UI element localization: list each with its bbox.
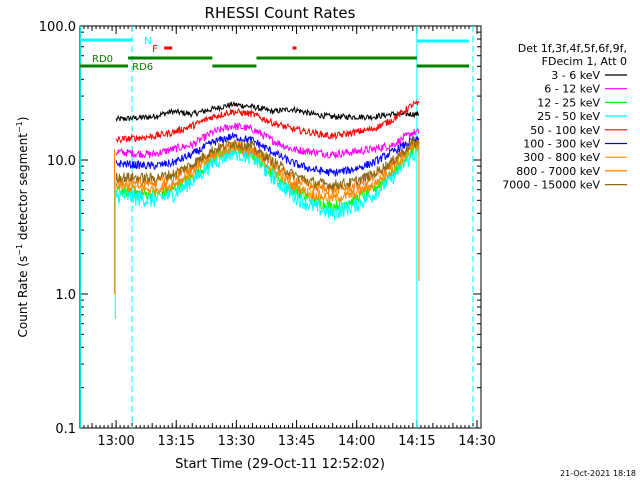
legend-label: 7000 - 15000 keV	[502, 179, 600, 192]
x-tick-label: 13:15	[158, 434, 195, 449]
flag-label-rd6: RD6	[132, 62, 153, 73]
x-tick-label: 13:30	[218, 434, 255, 449]
y-tick-label: 1.0	[55, 288, 76, 303]
legend-label: 6 - 12 keV	[544, 83, 600, 96]
x-axis-label: Start Time (29-Oct-11 12:52:02)	[175, 457, 385, 472]
series-line	[115, 99, 420, 144]
footer-timestamp: 21-Oct-2021 18:18	[560, 469, 636, 478]
legend-label: 800 - 7000 keV	[516, 165, 600, 178]
series-line	[115, 101, 420, 123]
legend-label: 300 - 800 keV	[523, 151, 600, 164]
y-axis-label-sup1: −1	[15, 244, 24, 256]
chart-title: RHESSI Count Rates	[205, 4, 356, 22]
legend-label: 100 - 300 keV	[523, 138, 600, 151]
x-tick-label: 14:30	[458, 434, 495, 449]
series-line	[115, 144, 420, 221]
x-tick-label: 14:00	[338, 434, 375, 449]
x-tick-label: 13:45	[278, 434, 315, 449]
legend-label: 25 - 50 keV	[537, 110, 600, 123]
axis-ticks: 13:00 13:15 13:30 13:45 14:00 14:15 14:30 100.0…	[39, 20, 496, 449]
series-line	[115, 132, 420, 177]
legend-title-1: Det 1f,3f,4f,5f,6f,9f,	[518, 42, 627, 55]
y-axis-label-end: )	[16, 117, 30, 122]
y-axis-label-mid: detector segment	[16, 133, 30, 244]
legend-label: 3 - 6 keV	[551, 69, 600, 82]
x-tick-label: 14:15	[398, 434, 435, 449]
flag-label-f: F	[152, 44, 158, 55]
flag-label-rd0: RD0	[92, 54, 113, 65]
series-line	[115, 121, 420, 160]
y-axis-label-sup2: −1	[15, 121, 24, 133]
y-axis-label-main: Count Rate (s	[16, 256, 30, 338]
y-axis-label: Count Rate (s−1 detector segment−1)	[15, 117, 30, 338]
flag-bars: NF RD0 RD6	[80, 36, 469, 73]
flag-label-n: N	[144, 36, 151, 47]
plot-frame	[79, 25, 482, 429]
legend-label: 12 - 25 keV	[537, 96, 600, 109]
series-line	[115, 136, 420, 191]
attenuator-lines	[80, 26, 474, 428]
y-tick-label: 0.1	[55, 422, 76, 437]
y-tick-label: 100.0	[39, 20, 76, 35]
series-group	[113, 99, 420, 320]
x-tick-label: 13:00	[97, 434, 134, 449]
legend-title-2: FDecim 1, Att 0	[542, 55, 627, 68]
series-line	[115, 141, 419, 203]
y-tick-label: 10.0	[47, 154, 76, 169]
legend-label: 50 - 100 keV	[530, 124, 600, 137]
